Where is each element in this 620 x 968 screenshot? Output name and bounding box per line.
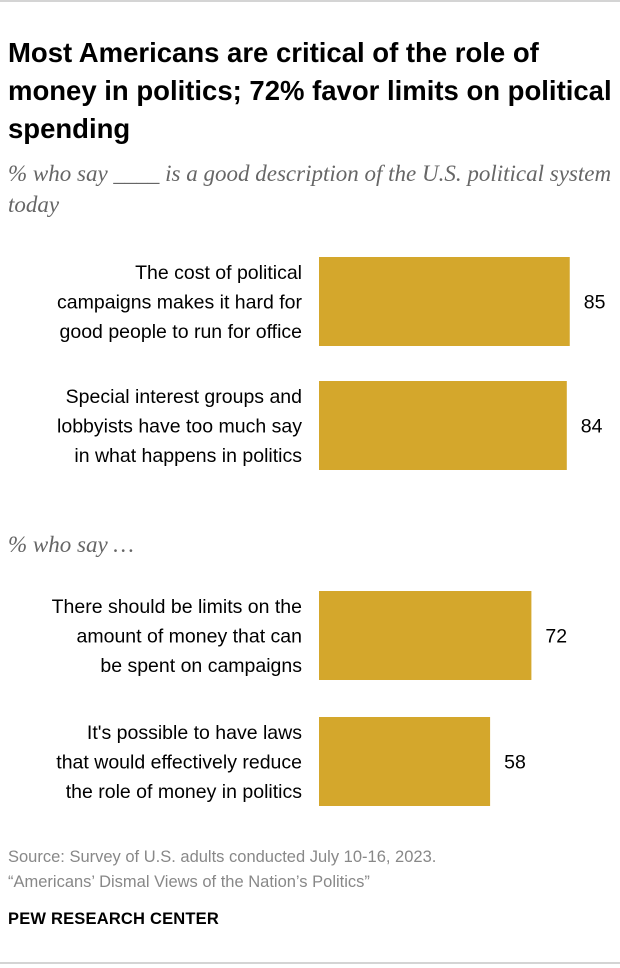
category-label-line: good people to run for office	[60, 321, 302, 343]
category-label-line: The cost of political	[135, 262, 302, 284]
subtitle-who-say: % who say …	[8, 532, 134, 557]
bar	[319, 257, 570, 346]
category-label-line: the role of money in politics	[66, 781, 303, 803]
bar-category-label: Special interest groups and lobbyists hav…	[57, 386, 302, 467]
category-label-line: be spent on campaigns	[100, 655, 302, 677]
bar	[319, 717, 491, 806]
category-label-line: campaigns makes it hard for	[57, 292, 302, 314]
bar-category-label: It's possible to have laws that would eff…	[56, 722, 302, 803]
bar-value-label: 84	[581, 416, 603, 438]
category-label-line: lobbyists have too much say	[57, 416, 302, 438]
chart-title: Most Americans are critical of the role …	[8, 37, 612, 144]
source-line-report: “Americans’ Dismal Views of the Nation’s…	[8, 873, 370, 891]
bar-chart: 85 The cost of political campaigns makes i…	[52, 257, 606, 806]
category-label-line: that would effectively reduce	[56, 752, 302, 774]
bar-value-label: 58	[504, 752, 526, 774]
category-label-line: There should be limits on the	[52, 596, 302, 618]
category-label-line: It's possible to have laws	[87, 722, 302, 744]
bar-value-label: 85	[584, 292, 606, 314]
subtitle-good-description: % who say ____ is a good description of …	[8, 161, 612, 217]
top-rule	[0, 0, 620, 2]
pew-credit: PEW RESEARCH CENTER	[8, 910, 219, 928]
bar	[319, 381, 567, 470]
bar-value-label: 72	[545, 626, 567, 648]
bar-category-label: There should be limits on the amount of m…	[52, 596, 303, 677]
category-label-line: in what happens in politics	[74, 445, 302, 467]
bar-category-label: The cost of political campaigns makes it …	[57, 262, 302, 343]
bar	[319, 591, 532, 680]
category-label-line: amount of money that can	[77, 626, 302, 648]
source-note: Source: Survey of U.S. adults conducted …	[8, 845, 608, 895]
bottom-rule	[0, 962, 620, 964]
category-label-line: Special interest groups and	[66, 386, 302, 408]
source-line-survey: Source: Survey of U.S. adults conducted …	[8, 848, 437, 866]
